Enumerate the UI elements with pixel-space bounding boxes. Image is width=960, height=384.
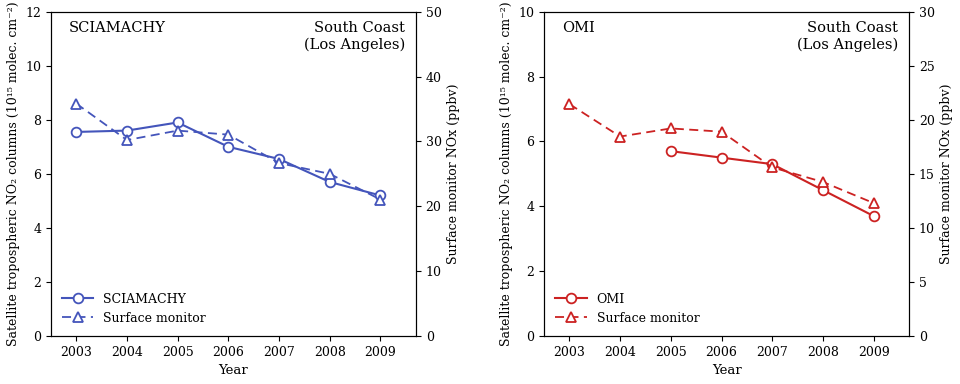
Legend: OMI, Surface monitor: OMI, Surface monitor xyxy=(550,288,705,330)
Legend: SCIAMACHY, Surface monitor: SCIAMACHY, Surface monitor xyxy=(58,288,211,330)
Text: OMI: OMI xyxy=(563,22,595,35)
Text: South Coast
(Los Angeles): South Coast (Los Angeles) xyxy=(797,22,899,52)
Y-axis label: Surface monitor NOx (ppbv): Surface monitor NOx (ppbv) xyxy=(941,84,953,264)
X-axis label: Year: Year xyxy=(711,364,741,377)
Text: South Coast
(Los Angeles): South Coast (Los Angeles) xyxy=(303,22,405,52)
Y-axis label: Satellite tropospheric NO₂ columns (10¹⁵ molec. cm⁻²): Satellite tropospheric NO₂ columns (10¹⁵… xyxy=(7,2,19,346)
X-axis label: Year: Year xyxy=(219,364,249,377)
Text: SCIAMACHY: SCIAMACHY xyxy=(69,22,166,35)
Y-axis label: Satellite tropospheric NO₂ columns (10¹⁵ molec. cm⁻²): Satellite tropospheric NO₂ columns (10¹⁵… xyxy=(500,2,513,346)
Y-axis label: Surface monitor NOx (ppbv): Surface monitor NOx (ppbv) xyxy=(447,84,460,264)
